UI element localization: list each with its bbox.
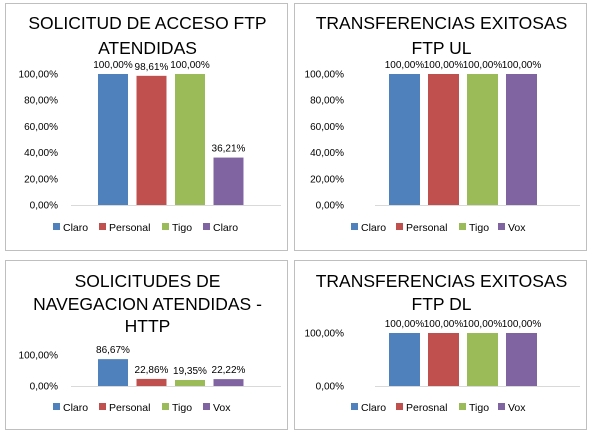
legend-swatch	[498, 223, 505, 230]
bar-vox	[506, 74, 537, 205]
bar-claro	[389, 333, 420, 386]
data-label: 100,00%	[424, 319, 464, 330]
chart-title-line: TRANSFERENCIAS EXITOSAS	[316, 271, 568, 291]
y-tick-label: 60,00%	[310, 122, 344, 133]
bar-tigo	[175, 380, 205, 386]
y-tick-label: 80,00%	[24, 96, 58, 107]
data-label: 100,00%	[424, 60, 464, 71]
data-label: 98,61%	[135, 62, 169, 73]
legend-label: Tigo	[469, 402, 489, 414]
y-tick-label: 100,00%	[19, 351, 59, 362]
bar-tigo	[467, 74, 498, 205]
legend-label: Vox	[213, 402, 231, 414]
legend-swatch	[396, 403, 403, 410]
bar-personal	[136, 75, 167, 206]
legend-label: Personal	[109, 402, 150, 414]
y-tick-label: 20,00%	[24, 174, 58, 185]
data-label: 22,22%	[212, 365, 246, 376]
chart-title-line: FTP UL	[412, 38, 472, 58]
y-tick-label: 40,00%	[310, 148, 344, 159]
legend-swatch	[396, 223, 403, 230]
legend-swatch	[53, 223, 60, 230]
data-label: 100,00%	[385, 60, 425, 71]
y-tick-label: 20,00%	[310, 174, 344, 185]
legend-label: Claro	[63, 222, 88, 234]
data-label: 100,00%	[170, 60, 210, 71]
chart-panel-ftp-dl: TRANSFERENCIAS EXITOSAS FTP DL 0,00% 100,00…	[294, 260, 587, 430]
chart-ftp-ul: TRANSFERENCIAS EXITOSAS FTP UL 0,00% 20,00%…	[305, 13, 580, 234]
data-label: 100,00%	[502, 60, 542, 71]
legend-swatch	[53, 403, 60, 410]
legend-swatch	[351, 223, 358, 230]
bar-claro	[389, 74, 420, 205]
data-label: 100,00%	[502, 319, 542, 330]
bar-claro	[98, 359, 128, 386]
legend-label: Claro	[213, 222, 238, 234]
data-label: 100,00%	[93, 60, 133, 71]
chart-panel-http: SOLICITUDES DE NAVEGACION ATENDIDAS - HTTP…	[5, 260, 288, 430]
legend-label: Vox	[508, 402, 526, 414]
y-tick-label: 0,00%	[316, 201, 344, 212]
legend-swatch	[99, 223, 106, 230]
legend-label: Claro	[361, 402, 386, 414]
bar-perosnal	[428, 333, 459, 386]
chart-title-line: TRANSFERENCIAS EXITOSAS	[316, 13, 568, 33]
y-tick-label: 0,00%	[30, 201, 58, 212]
chart-title-line: FTP DL	[412, 294, 472, 314]
chart-title-line: SOLICITUDES DE	[75, 271, 221, 291]
chart-ftp-dl: TRANSFERENCIAS EXITOSAS FTP DL 0,00% 100,00…	[305, 271, 580, 414]
legend-label: Vox	[508, 222, 526, 234]
data-label: 100,00%	[463, 60, 503, 71]
legend-label: Claro	[63, 402, 88, 414]
data-label: 86,67%	[96, 345, 130, 356]
y-tick-label: 80,00%	[310, 96, 344, 107]
legend-label: Claro	[361, 222, 386, 234]
y-tick-label: 100,00%	[305, 329, 345, 340]
bar-claro	[213, 157, 244, 205]
data-label: 100,00%	[385, 319, 425, 330]
bar-vox	[213, 379, 244, 386]
legend-label: Personal	[406, 222, 447, 234]
legend-label: Perosnal	[406, 402, 447, 414]
bar-tigo	[467, 333, 498, 386]
legend-label: Tigo	[469, 222, 489, 234]
legend-swatch	[498, 403, 505, 410]
chart-panel-ftp-access: SOLICITUD DE ACCESO FTP ATENDIDAS 0,00% 20,…	[5, 3, 288, 251]
chart-title-line: SOLICITUD DE ACCESO FTP	[28, 13, 266, 33]
legend-swatch	[99, 403, 106, 410]
legend-label: Tigo	[172, 222, 192, 234]
data-label: 36,21%	[212, 144, 246, 155]
legend-swatch	[162, 223, 169, 230]
legend-swatch	[459, 223, 466, 230]
bar-vox	[506, 333, 537, 386]
data-label: 19,35%	[173, 366, 207, 377]
data-label: 22,86%	[135, 365, 169, 376]
data-label: 100,00%	[463, 319, 503, 330]
legend-swatch	[203, 403, 210, 410]
bar-tigo	[175, 74, 205, 205]
legend-label: Personal	[109, 222, 150, 234]
y-tick-label: 100,00%	[19, 70, 59, 81]
legend-label: Tigo	[172, 402, 192, 414]
chart-title-line: NAVEGACION ATENDIDAS -	[33, 294, 262, 314]
chart-panel-ftp-ul: TRANSFERENCIAS EXITOSAS FTP UL 0,00% 20,00%…	[294, 3, 587, 251]
bar-personal	[428, 74, 459, 205]
chart-ftp-access: SOLICITUD DE ACCESO FTP ATENDIDAS 0,00% 20,…	[19, 13, 281, 234]
legend-swatch	[459, 403, 466, 410]
chart-title-line: HTTP	[125, 316, 171, 336]
y-tick-label: 0,00%	[30, 382, 58, 393]
chart-http: SOLICITUDES DE NAVEGACION ATENDIDAS -HTTP…	[19, 271, 281, 414]
y-tick-label: 0,00%	[316, 382, 344, 393]
y-tick-label: 60,00%	[24, 122, 58, 133]
y-tick-label: 40,00%	[24, 148, 58, 159]
legend-swatch	[351, 403, 358, 410]
bar-claro	[98, 74, 128, 205]
legend-swatch	[162, 403, 169, 410]
chart-title-line: ATENDIDAS	[98, 38, 197, 58]
y-tick-label: 100,00%	[305, 70, 345, 81]
legend-swatch	[203, 223, 210, 230]
bar-personal	[136, 378, 167, 386]
